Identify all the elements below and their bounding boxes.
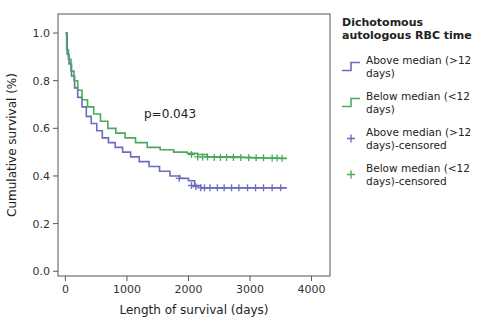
legend-swatch bbox=[342, 63, 360, 71]
text-line: Above median (>12 bbox=[366, 126, 471, 138]
legend-entry: Above median (>12days) bbox=[366, 54, 471, 79]
y-tick-label: 1.0 bbox=[33, 27, 51, 40]
censor-mark bbox=[260, 154, 267, 161]
text-line: days)-censored bbox=[366, 139, 447, 151]
y-tick bbox=[53, 175, 58, 176]
text-line: days) bbox=[366, 67, 395, 79]
y-tick-label: 0.8 bbox=[33, 75, 51, 88]
censor-mark bbox=[211, 154, 218, 161]
legend: Dichotomousautologous RBC time Above medi… bbox=[342, 16, 472, 187]
survival-curve bbox=[65, 33, 287, 188]
legend-entry: Below median (<12days) bbox=[366, 90, 470, 115]
x-tick bbox=[311, 276, 312, 281]
x-tick-label: 2000 bbox=[174, 283, 202, 296]
censor-mark bbox=[223, 154, 230, 161]
text-line: days) bbox=[366, 103, 395, 115]
text-line: Dichotomous bbox=[342, 16, 423, 29]
y-tick-label: 0.4 bbox=[33, 170, 51, 183]
annotation: p=0.043 bbox=[144, 107, 196, 121]
censor-mark bbox=[230, 154, 237, 161]
legend-entry: Above median (>12days)-censored bbox=[366, 126, 471, 151]
y-tick bbox=[53, 33, 58, 34]
plot-area bbox=[58, 14, 330, 276]
x-tick-label: 4000 bbox=[298, 283, 326, 296]
legend-swatch bbox=[342, 99, 360, 107]
censor-mark bbox=[245, 154, 252, 161]
censor-mark bbox=[204, 153, 211, 160]
censor-mark bbox=[176, 175, 183, 182]
legend-swatch bbox=[347, 171, 355, 179]
plot-frame bbox=[58, 14, 330, 276]
censor-mark bbox=[188, 151, 195, 158]
censor-mark bbox=[217, 154, 224, 161]
survival-curve bbox=[65, 33, 287, 158]
censor-mark bbox=[237, 154, 244, 161]
censor-mark bbox=[244, 184, 251, 191]
censor-mark bbox=[235, 184, 242, 191]
text-line: days)-censored bbox=[366, 175, 447, 187]
x-tick bbox=[65, 276, 66, 281]
y-tick-label: 0.2 bbox=[33, 218, 51, 231]
censor-mark bbox=[269, 184, 276, 191]
x-axis-label: Length of survival (days) bbox=[119, 303, 268, 317]
x-tick bbox=[126, 276, 127, 281]
censor-mark bbox=[188, 182, 195, 189]
x-tick-label: 3000 bbox=[236, 283, 264, 296]
text-line: Above median (>12 bbox=[366, 54, 471, 66]
x-tick bbox=[188, 276, 189, 281]
censor-mark bbox=[279, 155, 286, 162]
y-tick bbox=[53, 80, 58, 81]
text-line: Below median (<12 bbox=[366, 162, 470, 174]
text-line: autologous RBC time bbox=[342, 29, 472, 42]
legend-title: Dichotomousautologous RBC time bbox=[342, 16, 472, 42]
censor-mark bbox=[252, 184, 259, 191]
censor-mark bbox=[214, 184, 221, 191]
x-tick-label: 0 bbox=[62, 283, 69, 296]
y-tick bbox=[53, 223, 58, 224]
censor-mark bbox=[207, 184, 214, 191]
text-line: Below median (<12 bbox=[366, 90, 470, 102]
x-tick-label: 1000 bbox=[113, 283, 141, 296]
censor-mark bbox=[228, 184, 235, 191]
y-tick-label: 0.6 bbox=[33, 122, 51, 135]
censor-mark bbox=[277, 184, 284, 191]
censor-mark bbox=[260, 184, 267, 191]
y-tick bbox=[53, 128, 58, 129]
legend-swatch bbox=[347, 135, 355, 143]
y-tick bbox=[53, 271, 58, 272]
chart: 0 1000 2000 3000 4000 0.0 0.2 0.4 0.6 0.8 1.0 Lengt… bbox=[0, 0, 500, 330]
censor-mark bbox=[253, 154, 260, 161]
data-group bbox=[65, 33, 287, 191]
censor-mark bbox=[221, 184, 228, 191]
y-axis-label: Cumulative survival (%) bbox=[5, 73, 19, 217]
legend-entry: Below median (<12days)-censored bbox=[366, 162, 470, 187]
x-tick bbox=[250, 276, 251, 281]
y-tick-label: 0.0 bbox=[33, 265, 51, 278]
censor-mark bbox=[192, 183, 199, 190]
